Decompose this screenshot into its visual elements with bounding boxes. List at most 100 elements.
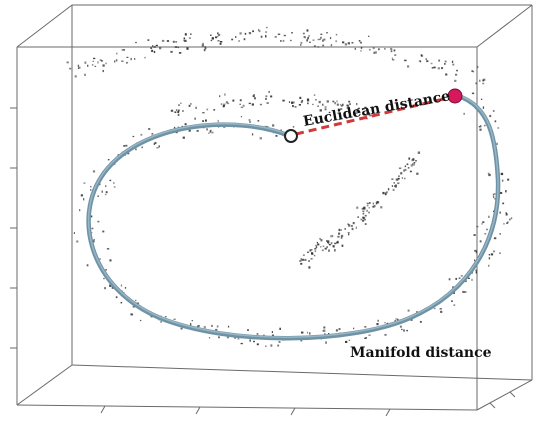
data-point: [493, 237, 497, 240]
data-point: [488, 215, 490, 218]
data-point: [362, 108, 365, 110]
start-point: [284, 129, 298, 143]
data-point: [501, 179, 504, 182]
data-point: [152, 45, 154, 48]
data-point: [316, 241, 318, 244]
data-point: [451, 300, 453, 302]
data-point: [227, 102, 230, 105]
data-point: [258, 30, 261, 33]
data-point: [147, 39, 150, 41]
data-point: [218, 336, 220, 339]
data-point: [419, 321, 422, 323]
data-point: [120, 284, 123, 287]
data-point: [302, 32, 305, 35]
data-point: [339, 104, 342, 106]
data-point: [291, 32, 293, 34]
data-point: [206, 108, 209, 111]
data-point: [506, 222, 508, 224]
data-point: [259, 137, 262, 140]
data-point: [79, 209, 81, 212]
data-point: [502, 202, 505, 205]
data-point: [410, 319, 413, 321]
data-point: [394, 185, 397, 188]
end-point: [447, 88, 463, 104]
data-point: [393, 49, 396, 52]
data-point: [303, 36, 306, 39]
data-point: [94, 65, 97, 67]
data-point: [396, 179, 399, 181]
data-point: [363, 207, 366, 210]
data-point: [363, 206, 366, 208]
data-point: [219, 41, 223, 43]
data-point: [86, 264, 89, 267]
data-point: [290, 39, 292, 42]
data-point: [84, 73, 86, 76]
data-point: [357, 216, 359, 218]
data-point: [337, 235, 340, 238]
data-point: [92, 60, 95, 62]
data-point: [426, 60, 429, 63]
data-point: [292, 126, 295, 128]
data-point: [372, 206, 375, 208]
data-point: [445, 73, 448, 76]
data-point: [205, 119, 207, 122]
data-point: [373, 51, 376, 54]
data-point: [399, 325, 402, 328]
data-point: [338, 232, 341, 235]
data-point: [190, 103, 192, 105]
data-point: [326, 32, 328, 34]
data-point: [216, 325, 219, 328]
data-point: [404, 165, 407, 168]
data-point: [481, 223, 483, 225]
data-point: [173, 318, 176, 320]
data-point: [338, 328, 341, 331]
data-point: [153, 50, 156, 53]
data-point: [480, 98, 483, 100]
data-point: [364, 223, 367, 225]
data-point: [116, 52, 118, 55]
data-point: [148, 128, 151, 130]
data-point: [347, 232, 350, 234]
data-point: [274, 36, 277, 38]
data-point: [474, 249, 477, 252]
axis-ticks: [10, 107, 516, 417]
data-point: [280, 129, 282, 131]
data-point: [153, 142, 156, 145]
data-point: [80, 194, 83, 197]
data-point: [113, 186, 116, 188]
data-point: [135, 299, 137, 302]
data-point: [368, 334, 371, 336]
data-point: [372, 202, 374, 205]
data-point: [84, 61, 87, 64]
data-point: [222, 104, 225, 108]
data-point: [390, 50, 393, 53]
data-point: [391, 57, 393, 60]
data-point: [265, 34, 267, 37]
data-point: [319, 237, 321, 240]
data-point: [320, 246, 322, 248]
data-point: [326, 240, 328, 242]
data-point: [104, 193, 107, 196]
data-point: [348, 339, 351, 341]
data-point: [188, 37, 191, 39]
data-point: [93, 57, 96, 60]
data-point: [455, 277, 457, 280]
data-point: [279, 327, 281, 330]
data-point: [106, 248, 110, 250]
data-point: [184, 33, 187, 36]
data-point: [224, 93, 226, 96]
data-point: [217, 40, 220, 42]
data-point: [170, 50, 173, 53]
data-point: [344, 43, 347, 46]
data-point: [300, 44, 302, 46]
data-point: [265, 31, 267, 33]
data-point: [105, 185, 107, 187]
data-point: [203, 49, 206, 52]
data-point: [184, 123, 187, 126]
tick-bottom-4: [385, 408, 391, 417]
data-point: [104, 287, 106, 290]
data-point: [444, 63, 446, 65]
data-point: [102, 69, 104, 73]
data-point: [98, 258, 101, 260]
data-point: [507, 221, 509, 224]
